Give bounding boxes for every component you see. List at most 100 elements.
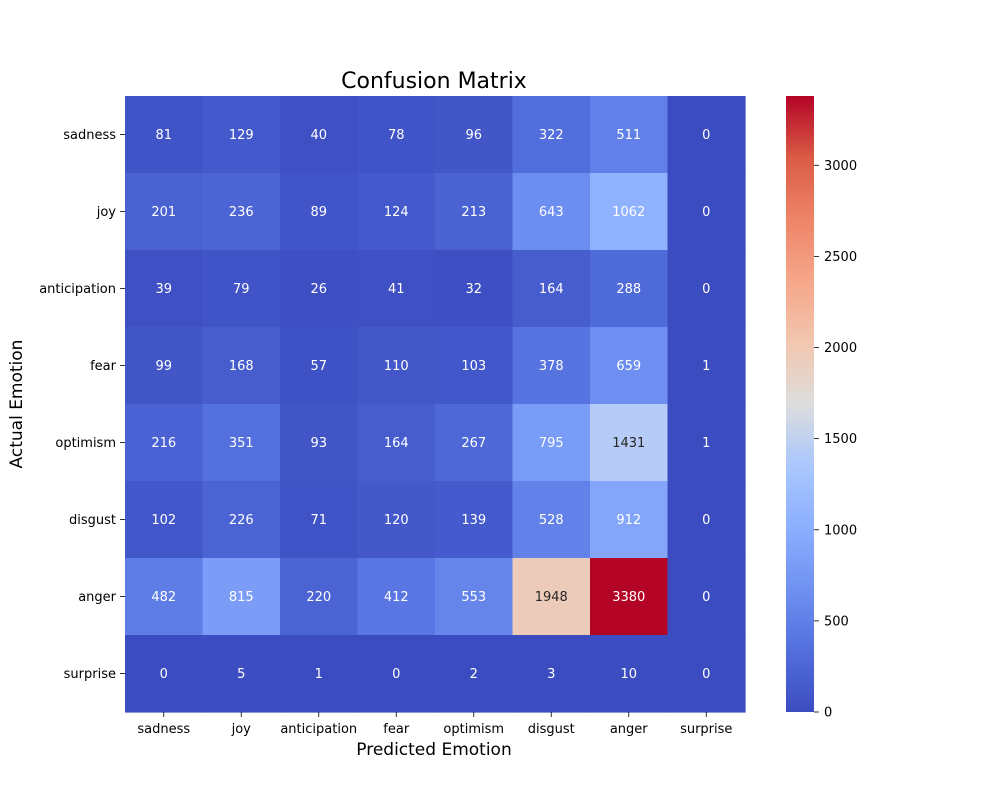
cell-value-label: 0 [702,667,710,682]
cell-value-label: 0 [702,513,710,528]
heatmap-cell [280,481,359,559]
colorbar-tick-label: 2500 [824,250,857,265]
cell-value-label: 102 [151,513,176,528]
heatmap-cell [512,173,591,251]
colorbar-tick-label: 1000 [824,523,857,538]
heatmap-cell [667,250,746,328]
chart-title: Confusion Matrix [341,69,527,94]
cell-value-label: 79 [233,282,250,297]
cell-value-label: 267 [461,436,486,451]
colorbar-tick-label: 1500 [824,432,857,447]
cell-value-label: 10 [620,667,637,682]
cell-value-label: 124 [384,205,409,220]
cell-value-label: 71 [310,513,327,528]
cell-value-label: 32 [465,282,482,297]
cell-value-label: 164 [539,282,564,297]
cell-value-label: 3380 [612,590,645,605]
cell-value-label: 57 [310,359,327,374]
colorbar [786,96,814,712]
cell-value-label: 482 [151,590,176,605]
cell-value-label: 0 [392,667,400,682]
heatmap-cell [202,96,281,174]
cell-value-label: 103 [461,359,486,374]
heatmap-cell [280,173,359,251]
colorbar-tick-label: 500 [824,614,849,629]
heatmap-cell [435,558,514,636]
cell-value-label: 1 [702,359,710,374]
cell-value-label: 659 [616,359,641,374]
cell-value-label: 220 [306,590,331,605]
cell-value-label: 213 [461,205,486,220]
cell-value-label: 0 [702,590,710,605]
heatmap-cell [590,173,669,251]
heatmap-cell [202,404,281,482]
x-axis-title: Predicted Emotion [356,740,511,760]
cell-value-label: 40 [310,128,327,143]
heatmap-cell [667,327,746,405]
cell-value-label: 226 [229,513,254,528]
heatmap-cell [512,558,591,636]
x-tick-label: sadness [137,722,190,737]
heatmap-cell [590,404,669,482]
cell-value-label: 139 [461,513,486,528]
y-tick-label: anticipation [39,282,116,297]
cell-value-label: 0 [702,282,710,297]
heatmap-cell [512,250,591,328]
cell-value-label: 1948 [535,590,568,605]
y-tick-label: anger [78,590,116,605]
heatmap-cell [512,96,591,174]
heatmap-cell [590,327,669,405]
cell-value-label: 164 [384,436,409,451]
heatmap-cell [435,635,514,713]
x-tick-label: disgust [528,722,575,737]
cell-value-label: 41 [388,282,405,297]
cell-value-label: 912 [616,513,641,528]
heatmap-cell [357,404,436,482]
heatmap-cell [280,327,359,405]
x-tick-label: optimism [443,722,504,737]
colorbar-tick-label: 2000 [824,341,857,356]
heatmap-cell [667,96,746,174]
cell-value-label: 511 [616,128,641,143]
y-tick-label: optimism [55,436,116,451]
heatmap-cell [435,250,514,328]
cell-value-label: 643 [539,205,564,220]
heatmap-cell [357,250,436,328]
heatmap-cell [435,173,514,251]
heatmap-cell [202,250,281,328]
cell-value-label: 815 [229,590,254,605]
colorbar-ticks: 0 500 1000 1500 2000 2500 3000 [814,159,857,721]
cell-value-label: 26 [310,282,327,297]
heatmap-cell [280,96,359,174]
heatmap-cell [590,96,669,174]
cell-value-label: 5 [237,667,245,682]
cell-value-label: 1 [315,667,323,682]
heatmap-cell [590,250,669,328]
heatmap-cell [125,558,204,636]
heatmap-cell [357,173,436,251]
heatmap-cell [357,558,436,636]
cell-value-label: 93 [310,436,327,451]
y-axis-title: Actual Emotion [7,340,27,469]
x-tick-label: surprise [680,722,732,737]
colorbar-tick-label: 3000 [824,159,857,174]
x-tick-label: anger [610,722,648,737]
heatmap-cell [280,635,359,713]
heatmap-cell [125,250,204,328]
heatmap-cell [512,635,591,713]
heatmap-cell [435,404,514,482]
cell-value-label: 168 [229,359,254,374]
heatmap-cell [125,96,204,174]
heatmap-cell [667,173,746,251]
y-axis-ticks: sadness joy anticipation fear optimism disgus… [39,128,125,682]
y-tick-label: surprise [64,667,116,682]
heatmap-cell [125,635,204,713]
heatmap-cell [280,558,359,636]
cell-value-label: 412 [384,590,409,605]
cell-value-label: 1062 [612,205,645,220]
cell-value-label: 378 [539,359,564,374]
heatmap-cell [667,635,746,713]
cell-value-label: 81 [155,128,172,143]
